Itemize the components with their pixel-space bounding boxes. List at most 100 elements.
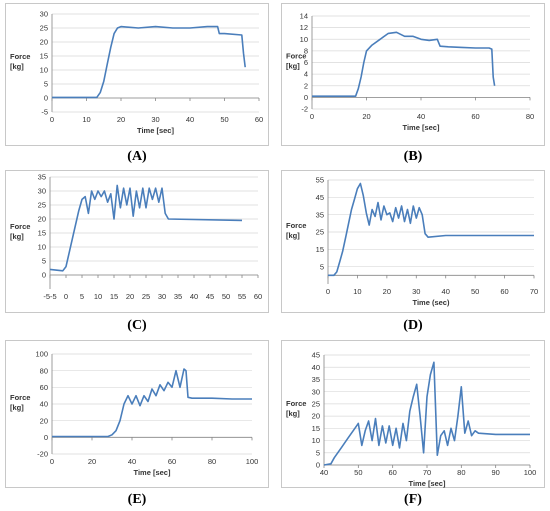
force-series-line xyxy=(328,182,534,277)
caption-a: (A) xyxy=(127,149,147,164)
y-tick-label: 10 xyxy=(300,35,308,44)
x-tick-label: 20 xyxy=(117,115,125,124)
caption-c: (C) xyxy=(127,318,147,333)
y-axis-label: [kg] xyxy=(10,403,24,412)
x-tick-label: 70 xyxy=(530,287,538,296)
x-tick-label: 10 xyxy=(82,115,90,124)
x-tick-label: 60 xyxy=(388,468,396,477)
y-tick-label: 25 xyxy=(38,201,46,210)
y-tick-label: 0 xyxy=(304,93,308,102)
x-tick-label: 100 xyxy=(246,457,259,466)
x-tick-label: 100 xyxy=(524,468,537,477)
y-tick-label: 12 xyxy=(300,23,308,32)
panel-a: -5 0 5 10 15 20 25 30 0 10 20 30 40 50 60 Time [sec] For… xyxy=(5,3,269,169)
y-tick-label: 20 xyxy=(312,412,320,421)
x-tick-label: 10 xyxy=(94,292,102,301)
y-tick-label: 15 xyxy=(40,52,48,61)
x-tick-label: 80 xyxy=(457,468,465,477)
x-tick-label: 40 xyxy=(320,468,328,477)
x-tick-label: 40 xyxy=(128,457,136,466)
x-axis-label: Time (sec) xyxy=(413,298,450,307)
chart-frame-b: -2 0 2 4 6 8 10 12 14 0 20 40 60 80 Time [sec] Force [kg… xyxy=(281,3,545,146)
y-tick-label: 20 xyxy=(38,215,46,224)
y-tick-label: 5 xyxy=(316,448,320,457)
x-tick-label: 50 xyxy=(471,287,479,296)
y-tick-label: 10 xyxy=(312,436,320,445)
y-tick-label: 80 xyxy=(40,366,48,375)
y-axis-label: [kg] xyxy=(286,409,300,418)
y-axis-label: Force xyxy=(10,393,30,402)
x-tick-label: 55 xyxy=(238,292,246,301)
y-tick-label: 0 xyxy=(42,271,46,280)
x-tick-label: 45 xyxy=(206,292,214,301)
chart-d: 5 15 25 35 45 55 0 10 20 30 40 50 60 70 Time (sec) Forc… xyxy=(286,176,538,307)
x-tick-label: 0 xyxy=(64,292,68,301)
y-tick-label: 8 xyxy=(304,46,308,55)
y-tick-label: 4 xyxy=(304,70,308,79)
y-tick-label: 0 xyxy=(316,461,320,470)
x-tick-label: 40 xyxy=(417,112,425,121)
y-tick-label: -20 xyxy=(37,450,48,459)
panel-b: -2 0 2 4 6 8 10 12 14 0 20 40 60 80 Time [sec] Force [kg… xyxy=(281,3,545,169)
y-tick-label: 5 xyxy=(320,262,324,271)
x-tick-label: 20 xyxy=(88,457,96,466)
y-axis-label: Force xyxy=(286,399,306,408)
panel-d: 5 15 25 35 45 55 0 10 20 30 40 50 60 70 Time (sec) Forc… xyxy=(281,170,545,336)
x-axis-label: Time [sec] xyxy=(134,468,171,477)
y-tick-label: 35 xyxy=(316,210,324,219)
y-tick-label: 40 xyxy=(312,363,320,372)
x-tick-label: 50 xyxy=(354,468,362,477)
y-tick-label: 14 xyxy=(300,12,308,21)
y-tick-label: 100 xyxy=(35,350,48,359)
x-tick-label: 20 xyxy=(362,112,370,121)
x-tick-label: 60 xyxy=(254,292,262,301)
y-tick-label: 40 xyxy=(40,400,48,409)
force-series-line xyxy=(49,184,243,272)
y-tick-label: 15 xyxy=(316,245,324,254)
x-tick-label: 60 xyxy=(255,115,263,124)
caption-e: (E) xyxy=(127,492,147,507)
y-axis-label: [kg] xyxy=(286,231,300,240)
y-axis-label: Force xyxy=(10,222,30,231)
y-tick-label: 45 xyxy=(316,193,324,202)
caption-b: (B) xyxy=(403,149,423,164)
x-tick-label: 25 xyxy=(142,292,150,301)
chart-c: 0 5 10 15 20 25 30 35 -5-5 0 5 10 15 20 25 30 35 40 45 50 55… xyxy=(10,173,262,301)
x-tick-label: 20 xyxy=(383,287,391,296)
x-tick-label: 0 xyxy=(50,457,54,466)
y-tick-label: 0 xyxy=(44,433,48,442)
y-tick-label: 15 xyxy=(38,229,46,238)
chart-frame-c: 0 5 10 15 20 25 30 35 -5-5 0 5 10 15 20 25 30 35 40 45 50 55… xyxy=(5,170,269,313)
x-axis-label: Time [sec] xyxy=(409,479,446,488)
x-tick-label: 60 xyxy=(500,287,508,296)
force-series-line xyxy=(323,361,530,466)
y-tick-label: 30 xyxy=(312,387,320,396)
x-tick-label: 80 xyxy=(526,112,534,121)
force-series-line xyxy=(52,368,252,438)
chart-frame-e: -20 0 20 40 60 80 100 0 20 40 60 80 100 Time [sec] For… xyxy=(5,340,269,488)
y-tick-label: 10 xyxy=(38,243,46,252)
chart-frame-f: 0 5 10 15 20 25 30 35 40 45 40 50 60 70 80 90 100 Time [s… xyxy=(281,340,545,488)
y-axis-label: Force xyxy=(286,52,306,61)
x-tick-label: 15 xyxy=(110,292,118,301)
y-axis-label: Force xyxy=(286,221,306,230)
y-tick-label: 15 xyxy=(312,424,320,433)
x-tick-label: 50 xyxy=(222,292,230,301)
x-tick-label: 30 xyxy=(151,115,159,124)
y-tick-label: -2 xyxy=(301,105,308,114)
y-tick-label: 55 xyxy=(316,176,324,185)
x-tick-label: 20 xyxy=(126,292,134,301)
panel-e: -20 0 20 40 60 80 100 0 20 40 60 80 100 Time [sec] For… xyxy=(5,340,269,511)
y-tick-label: -5 xyxy=(41,108,48,117)
x-tick-label: 30 xyxy=(158,292,166,301)
x-tick-label: 35 xyxy=(174,292,182,301)
x-tick-label: 50 xyxy=(220,115,228,124)
y-axis-label: [kg] xyxy=(10,62,24,71)
y-tick-label: 20 xyxy=(40,38,48,47)
x-tick-label: 90 xyxy=(491,468,499,477)
panel-f: 0 5 10 15 20 25 30 35 40 45 40 50 60 70 80 90 100 Time [s… xyxy=(281,340,545,511)
y-tick-label: 0 xyxy=(44,94,48,103)
x-tick-label: 0 xyxy=(310,112,314,121)
